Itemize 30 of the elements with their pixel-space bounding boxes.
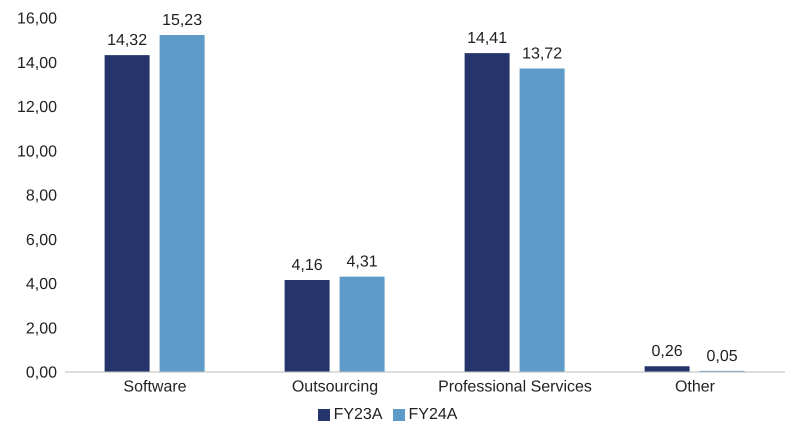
y-tick-label: 0,00 [26, 364, 58, 382]
bar [644, 366, 690, 372]
data-label: 15,23 [162, 12, 202, 30]
y-tick-label: 2,00 [26, 320, 58, 338]
x-tick-label: Professional Services [438, 378, 592, 396]
data-label: 4,31 [346, 254, 378, 271]
bar [284, 280, 330, 372]
data-label: 0,05 [706, 348, 738, 365]
y-tick-label: 8,00 [26, 188, 58, 205]
x-tick-label: Software [123, 378, 187, 396]
x-tick-label: Other [674, 378, 716, 396]
legend-label: FY24A [408, 406, 458, 423]
bar [104, 55, 150, 372]
y-tick-label: 10,00 [16, 143, 58, 160]
legend-label: FY23A [334, 406, 382, 423]
x-tick-label: Outsourcing [292, 378, 378, 396]
y-tick-label: 12,00 [16, 99, 58, 116]
bar [520, 68, 565, 372]
bar [464, 53, 510, 372]
data-label: 14,32 [107, 32, 148, 50]
data-label: 4,16 [292, 256, 323, 274]
y-tick-label: 14,00 [16, 54, 58, 72]
data-label: 14,41 [467, 30, 508, 48]
data-label: 0,26 [652, 343, 683, 360]
bar [160, 35, 205, 372]
y-tick-label: 4,00 [26, 276, 58, 294]
y-tick-label: 6,00 [26, 232, 58, 249]
y-tick-label: 16,00 [16, 10, 58, 28]
data-label: 13,72 [522, 45, 562, 62]
bar [340, 276, 385, 372]
